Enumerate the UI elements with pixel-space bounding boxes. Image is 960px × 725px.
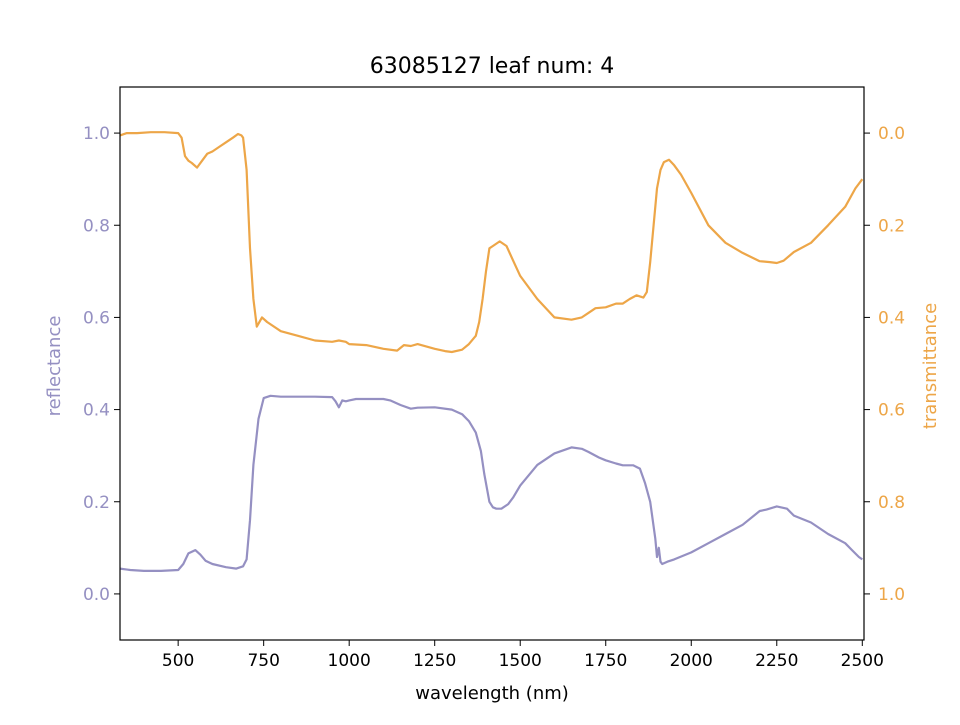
left-tick-label: 0.8 [83,216,110,236]
left-tick-label: 0.6 [83,308,110,328]
plot-frame [119,86,865,641]
x-tick-label: 2000 [670,651,713,671]
axes-layer: 500 750 1000 1250 1500 1750 2000 2250 2500 0.0 0.2… [83,86,905,671]
left-tick-label: 0.4 [83,401,110,421]
x-tick-label: 2250 [755,651,798,671]
x-tick-label: 750 [247,651,279,671]
x-tick-label: 1500 [499,651,542,671]
x-tick-label: 1250 [413,651,456,671]
x-tick-label: 2500 [841,651,884,671]
reflectance-series-line [119,394,863,572]
right-tick-label: 0.4 [878,308,905,328]
series-layer [119,131,864,572]
right-tick-label: 0.2 [878,216,905,236]
x-tick-label: 1750 [584,651,627,671]
right-tick-label: 1.0 [878,585,905,605]
x-axis-label: wavelength (nm) [415,683,569,704]
right-axis-label: transmittance [920,303,941,429]
right-tick-label: 0.6 [878,401,905,421]
right-tick-label: 0.0 [878,124,905,144]
left-axis-label: reflectance [44,316,65,417]
right-tick-label: 0.8 [878,493,905,513]
transmittance-series-line [119,131,864,354]
chart-title: 63085127 leaf num: 4 [370,54,615,79]
left-tick-label: 0.2 [83,493,110,513]
x-tick-label: 500 [162,651,194,671]
left-tick-label: 1.0 [83,124,110,144]
x-tick-label: 1000 [328,651,371,671]
left-tick-label: 0.0 [83,585,110,605]
